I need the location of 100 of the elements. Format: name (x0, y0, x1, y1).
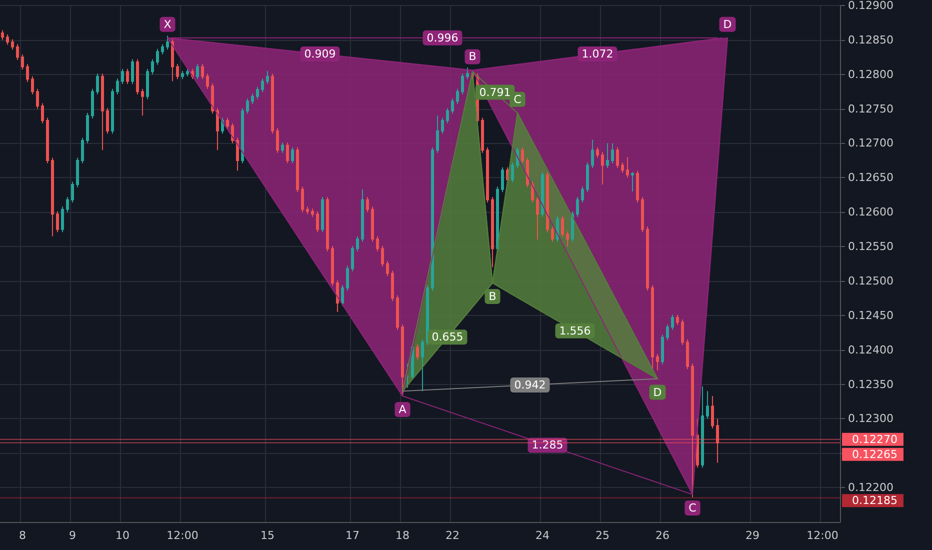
candlestick (441, 117, 444, 134)
candlestick (446, 108, 449, 124)
candlestick (161, 44, 164, 55)
data-label: A (398, 402, 407, 416)
candlestick (286, 142, 289, 164)
x-tick-label: 8 (19, 529, 26, 542)
candlestick (141, 88, 144, 116)
x-tick-label: 17 (346, 529, 360, 542)
candlestick (6, 34, 9, 46)
x-tick-label: 29 (746, 529, 760, 542)
candlestick (691, 363, 694, 498)
candlestick (246, 98, 249, 114)
candlestick (126, 68, 129, 85)
candlestick (426, 284, 429, 346)
candlestick (211, 82, 214, 114)
candlestick (166, 35, 169, 50)
y-tick-label: 0.12300 (848, 412, 894, 426)
ref-line-label: 0.12265 (852, 448, 898, 461)
candlestick (501, 166, 504, 193)
candlestick (591, 139, 594, 169)
y-tick-label: 0.12800 (848, 68, 894, 81)
candlestick (496, 186, 499, 252)
x-tick-label: 25 (596, 529, 610, 542)
ref-line-label: 0.12270 (852, 432, 898, 446)
candlestick (616, 146, 619, 169)
candlestick (601, 152, 604, 186)
candlestick (31, 76, 34, 95)
candlestick (481, 117, 484, 154)
candlestick (236, 137, 239, 172)
series-label: 1.556 (559, 324, 591, 338)
candlestick (571, 210, 574, 242)
candlestick (566, 230, 569, 248)
candlestick (526, 157, 529, 188)
candlestick (356, 236, 359, 252)
candlestick (91, 88, 94, 119)
candlestick (366, 196, 369, 213)
data-label: C (514, 92, 522, 106)
candlestick (196, 64, 199, 80)
x-tick-label: 10 (116, 529, 130, 542)
candlestick (41, 102, 44, 124)
candlestick (296, 146, 299, 193)
candlestick (421, 339, 424, 392)
candlestick (206, 73, 209, 90)
data-label: X (164, 18, 172, 31)
candlestick (536, 196, 539, 240)
candlestick (371, 206, 374, 242)
series-label: 0.996 (426, 31, 458, 44)
series-label: 0.942 (514, 378, 546, 392)
candlestick (606, 142, 609, 169)
candlestick (706, 390, 709, 420)
candlestick (391, 270, 394, 302)
candlestick (46, 117, 49, 164)
candlestick (111, 88, 114, 134)
candlestick (56, 210, 59, 233)
candlestick (661, 334, 664, 365)
x-tick-label: 15 (260, 529, 274, 542)
candlestick (401, 324, 404, 396)
y-tick-label: 0.12550 (848, 240, 894, 254)
candlestick (21, 54, 24, 70)
candlestick (596, 146, 599, 158)
candlestick (51, 157, 54, 237)
y-tick-label: 0.12600 (848, 206, 894, 219)
candlestick (621, 162, 624, 174)
y-tick-label: 0.12700 (848, 136, 894, 150)
candlestick (251, 93, 254, 104)
candlestick (311, 208, 314, 218)
candlestick (546, 172, 549, 233)
candlestick (541, 172, 544, 218)
candlestick (266, 70, 269, 85)
candlestick (261, 78, 264, 93)
legend-label: 0.791 (479, 86, 511, 99)
candlestick (451, 98, 454, 114)
x-tick-label: 12:00 (166, 529, 198, 542)
candlestick (76, 157, 79, 188)
x-tick-label: 26 (656, 529, 670, 542)
candlestick (671, 314, 674, 330)
candlestick (611, 142, 614, 164)
y-tick-label: 0.12500 (848, 274, 894, 288)
candlestick (101, 73, 104, 151)
y-tick-label: 0.12650 (848, 171, 894, 184)
y-tick-label: 0.12400 (848, 343, 894, 356)
candlestick (131, 58, 134, 85)
candlestick (151, 58, 154, 75)
candlestick (106, 108, 109, 134)
candlestick (711, 395, 714, 429)
candlestick (341, 284, 344, 306)
candlestick (256, 86, 259, 100)
candlestick (216, 108, 219, 151)
candlestick (531, 181, 534, 203)
candlestick (281, 142, 284, 154)
candlestick (26, 64, 29, 82)
candlestick (511, 162, 514, 183)
candlestick (306, 206, 309, 215)
candlestick (331, 245, 334, 286)
candlestick (116, 78, 119, 95)
candlestick (641, 196, 644, 233)
candlestick (436, 115, 439, 154)
x-tick-label: 9 (69, 529, 76, 542)
candlestick (136, 58, 139, 95)
candlestick (146, 68, 149, 100)
